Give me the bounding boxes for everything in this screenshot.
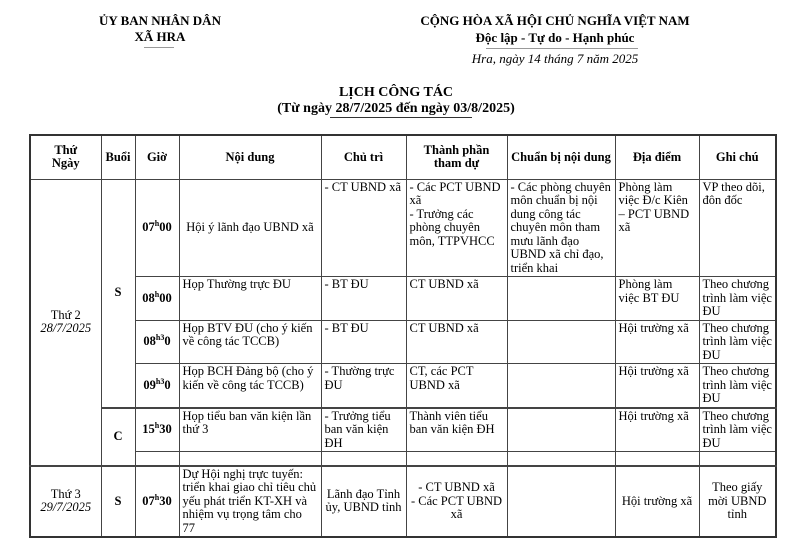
- time-cell: 07h30: [134, 464, 180, 538]
- table-row: 09h30 Họp BCH Đảng bộ (cho ý kiến về công…: [30, 363, 777, 408]
- session-cell: C: [100, 406, 136, 466]
- divider: [144, 47, 174, 48]
- commune-name: XÃ HRA: [134, 29, 186, 44]
- time: 15h30: [142, 421, 172, 436]
- participants-cell: CT UBND xã: [405, 319, 508, 364]
- location-cell: Hội trường xã: [614, 319, 700, 364]
- session-cell: S: [100, 464, 136, 538]
- col-day: Thứ Ngày: [29, 134, 102, 180]
- content-cell: Dự Hội nghị trực tuyến: triển khai giao …: [178, 464, 322, 538]
- prep-cell: - Các phòng chuyên môn chuẩn bị nội dung…: [506, 178, 616, 277]
- participants-cell: CT UBND xã: [405, 276, 508, 321]
- agency-name: ỦY BAN NHÂN DÂN: [99, 13, 221, 28]
- note-cell: Theo chương trình làm việc ĐU: [698, 406, 777, 452]
- divider: [330, 117, 472, 118]
- prep-cell: [506, 276, 616, 321]
- location-cell: Hội trường xã: [614, 406, 700, 452]
- time-cell: 07h00: [134, 178, 180, 277]
- col-content: Nội dung: [178, 134, 322, 180]
- participants-cell: CT, các PCT UBND xã: [405, 363, 508, 408]
- prep-cell: [506, 406, 616, 452]
- time-cell: 08h00: [134, 276, 180, 321]
- date: 28/7/2025: [40, 321, 92, 335]
- chair-cell: - BT ĐU: [320, 319, 407, 364]
- weekday: Thứ 2: [50, 307, 81, 322]
- day-cell: Thứ 3 29/7/2025: [29, 464, 102, 538]
- content-cell: Họp Thường trực ĐU: [178, 276, 322, 321]
- participants-cell: Thành viên tiểu ban văn kiện ĐH: [405, 406, 508, 452]
- content-cell: Họp BCH Đảng bộ (cho ý kiến về công tác …: [178, 363, 322, 408]
- location-cell: Hội trường xã: [614, 363, 700, 408]
- schedule-table: Thứ Ngày Buổi Giờ Nội dung Chủ trì Thành…: [29, 134, 777, 538]
- page-title: LỊCH CÔNG TÁC: [338, 85, 454, 100]
- date-range: (Từ ngày 28/7/2025 đến ngày 03/8/2025): [277, 101, 515, 116]
- content-cell: Họp tiểu ban văn kiện lần thứ 3: [178, 406, 322, 452]
- national-title: CỘNG HÒA XÃ HỘI CHỦ NGHĨA VIỆT NAM: [420, 13, 690, 28]
- chair-cell: - BT ĐU: [320, 276, 407, 321]
- col-note: Ghi chú: [698, 134, 777, 180]
- time: 08h30: [143, 333, 171, 348]
- note-cell: VP theo dõi, đôn đốc: [698, 178, 777, 277]
- blank-row: [30, 451, 777, 466]
- time: 09h30: [143, 376, 171, 392]
- motto: Độc lập - Tự do - Hạnh phúc: [475, 30, 635, 45]
- table-header: Thứ Ngày Buổi Giờ Nội dung Chủ trì Thành…: [29, 134, 777, 180]
- empty-cell: [405, 451, 508, 466]
- table-row: Thứ 3 29/7/2025 S 07h30 Dự Hội nghị trực tuy…: [29, 464, 777, 538]
- issue-date: Hra, ngày 14 tháng 7 năm 2025: [471, 51, 639, 66]
- chair-cell: - Thường trực ĐU: [320, 363, 407, 408]
- time-cell: 15h30: [134, 406, 180, 452]
- location-cell: Phòng làm việc BT ĐU: [614, 276, 700, 321]
- chair-cell: Lãnh đạo Tỉnh ủy, UBND tỉnh: [320, 464, 407, 538]
- prep-cell: [506, 319, 616, 364]
- chair-cell: - CT UBND xã: [320, 178, 407, 277]
- location-cell: Hội trường xã: [614, 464, 700, 538]
- empty-cell: [506, 451, 616, 466]
- empty-cell: [134, 451, 180, 466]
- time: 08h00: [142, 289, 172, 305]
- weekday: Thứ 3: [50, 486, 81, 501]
- note-cell: Theo chương trình làm việc ĐU: [698, 319, 777, 364]
- table-row: C 15h30 Họp tiểu ban văn kiện lần thứ 3- T…: [30, 406, 777, 466]
- empty-cell: [698, 451, 777, 466]
- empty-cell: [320, 451, 407, 466]
- time: 07h00: [142, 219, 172, 234]
- content-cell: Họp BTV ĐU (cho ý kiến về công tác TCCB): [178, 319, 322, 364]
- col-session: Buổi: [100, 134, 136, 180]
- col-time: Giờ: [134, 134, 180, 180]
- note-cell: Theo chương trình làm việc ĐU: [698, 363, 777, 408]
- time-cell: 09h30: [134, 363, 180, 408]
- time: 07h30: [142, 492, 172, 508]
- col-participants: Thành phần tham dự: [405, 134, 508, 180]
- date: 29/7/2025: [40, 500, 92, 515]
- empty-cell: [178, 451, 322, 466]
- divider: [486, 48, 638, 49]
- session-cell: S: [100, 178, 136, 408]
- col-prep: Chuẩn bị nội dung: [506, 134, 616, 180]
- col-location: Địa điểm: [614, 134, 700, 180]
- table-row: 08h30 Họp BTV ĐU (cho ý kiến về công tác …: [30, 319, 777, 364]
- chair-cell: - Trưởng tiểu ban văn kiện ĐH: [320, 406, 407, 452]
- table-row: Thứ 2 28/7/2025 S 07h00 Hội ý lãnh đạo UBND …: [29, 178, 777, 466]
- participants-cell: - CT UBND xã - Các PCT UBND xã: [405, 464, 508, 538]
- table-row: 08h00 Họp Thường trực ĐU - BT ĐU CT UBND xã…: [30, 276, 777, 321]
- empty-cell: [614, 451, 700, 466]
- day-cell: Thứ 2 28/7/2025: [29, 178, 102, 466]
- time-cell: 08h30: [134, 319, 180, 364]
- prep-cell: [506, 464, 616, 538]
- location-cell: Phòng làm việc Đ/c Kiên – PCT UBND xã: [614, 178, 700, 277]
- content-cell: Hội ý lãnh đạo UBND xã: [178, 178, 322, 277]
- prep-cell: [506, 363, 616, 408]
- participants-cell: - Các PCT UBND xã - Trưởng các phòng chu…: [405, 178, 508, 277]
- col-chair: Chủ trì: [320, 134, 407, 180]
- note-cell: Theo giấy mời UBND tỉnh: [698, 464, 777, 538]
- note-cell: Theo chương trình làm việc ĐU: [698, 276, 777, 321]
